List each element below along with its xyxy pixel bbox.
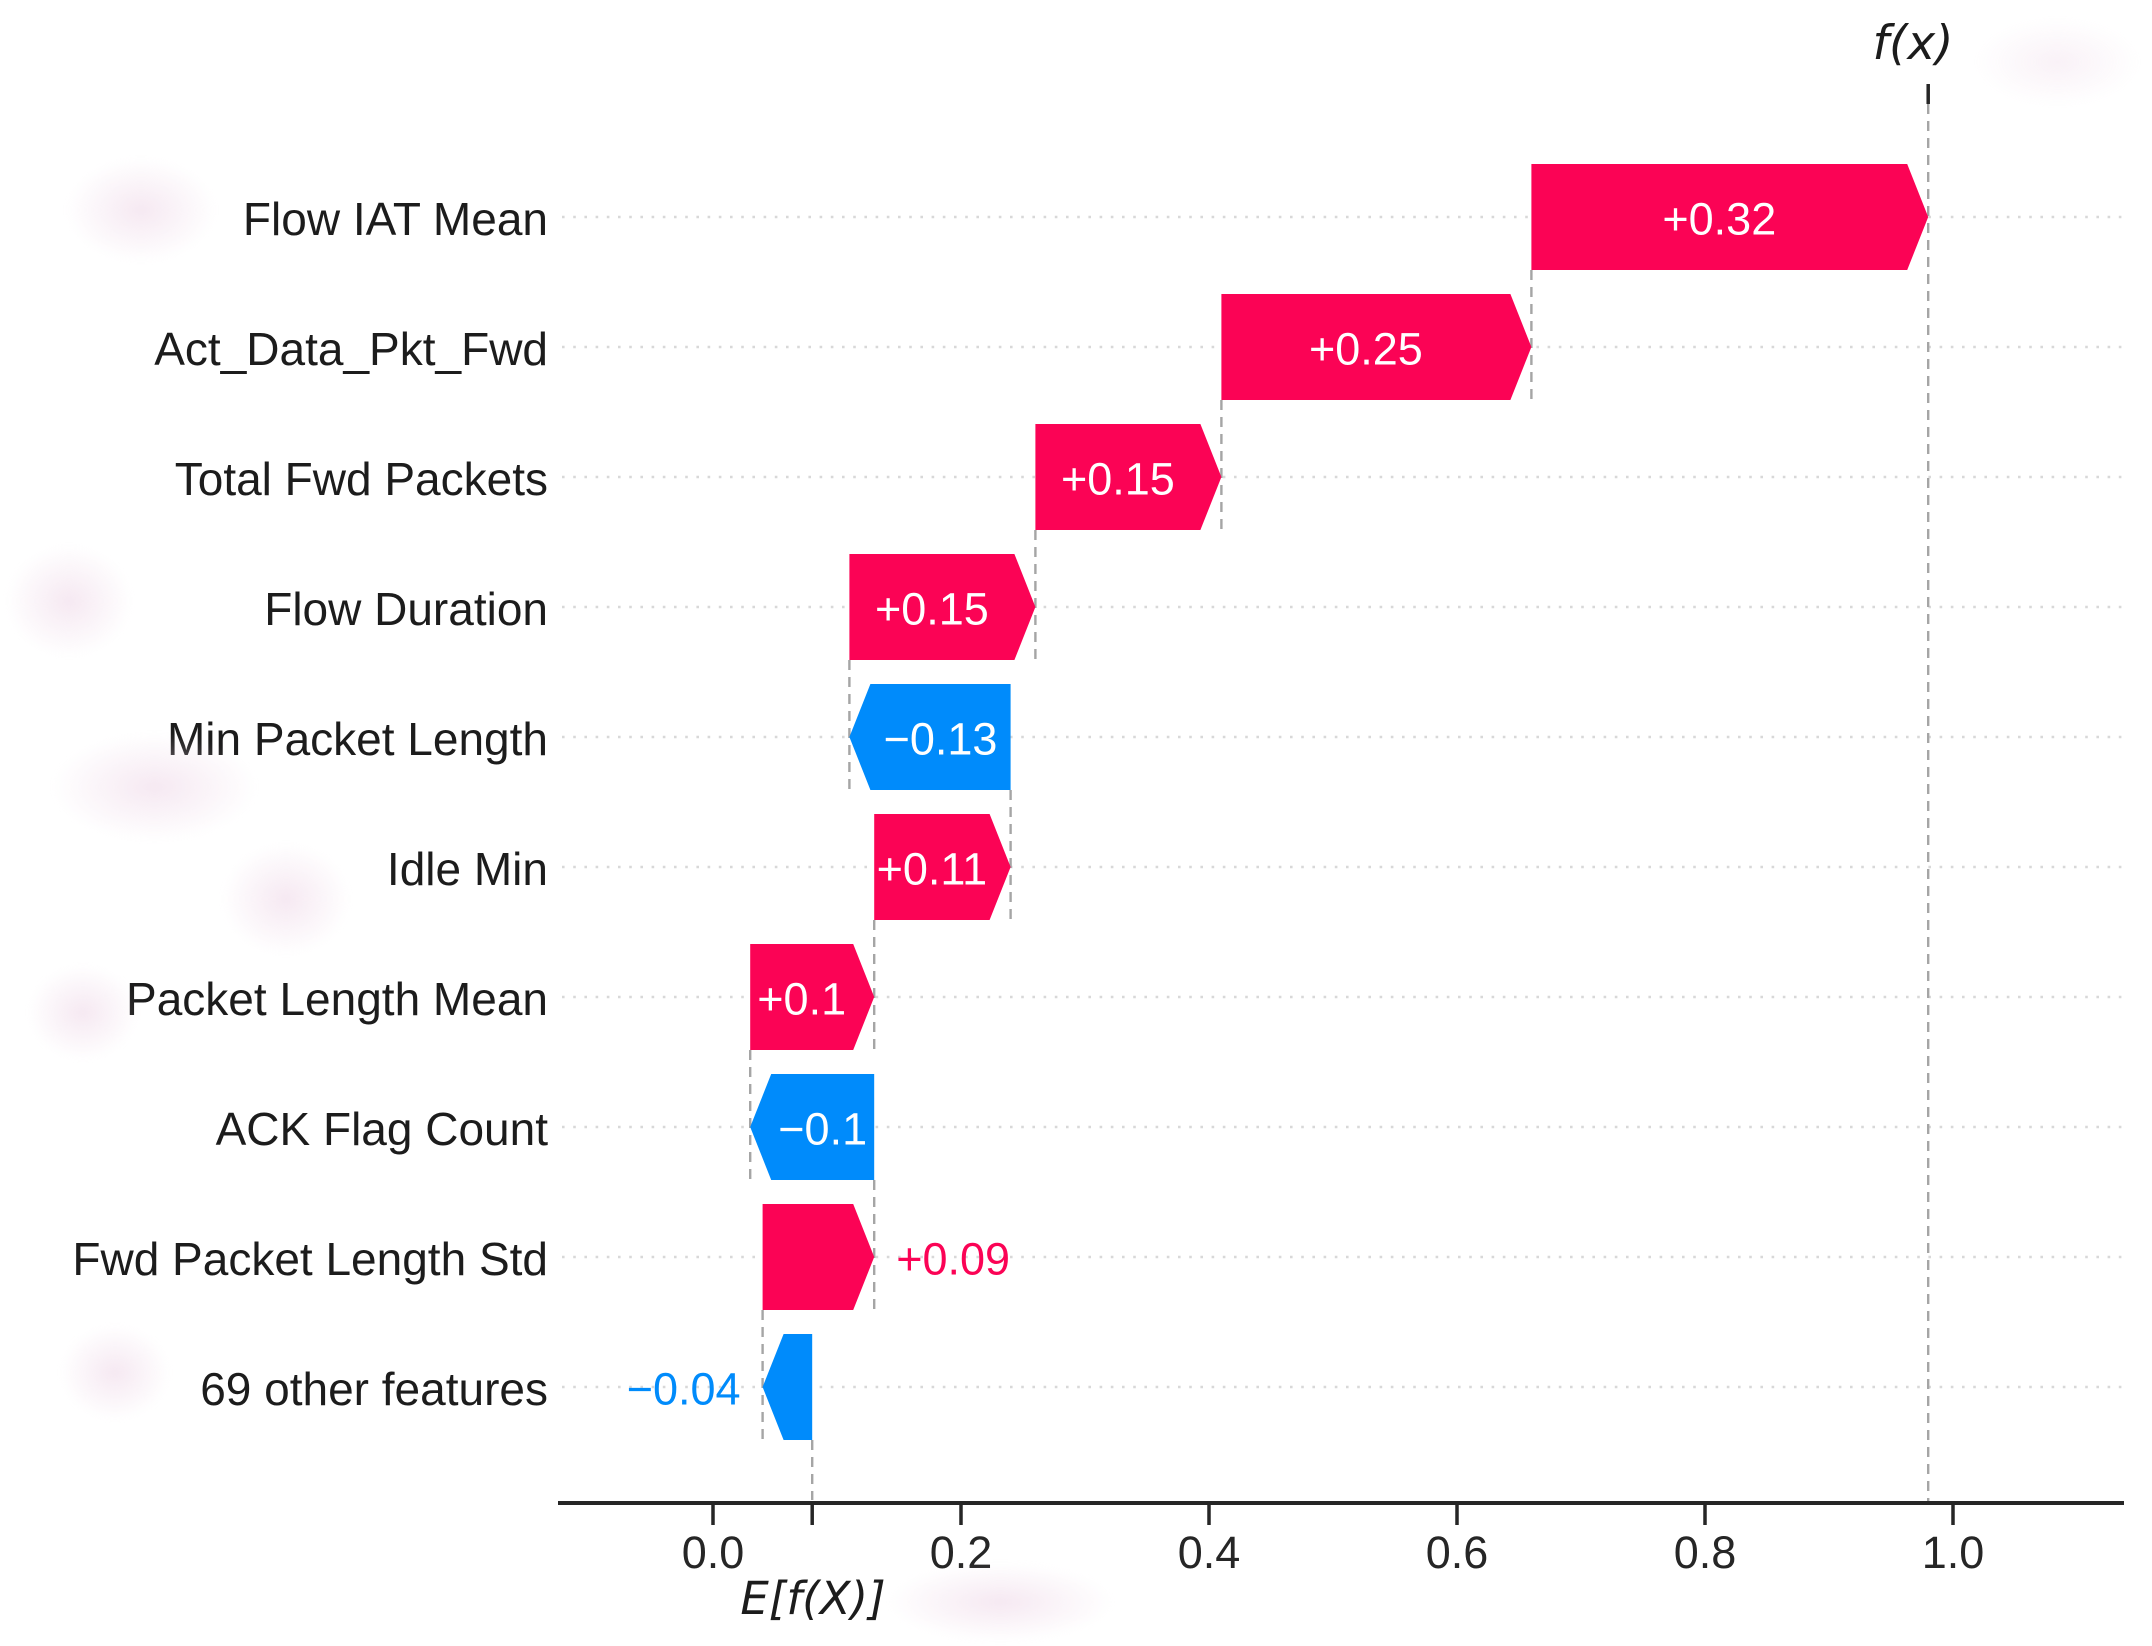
- feature-label-flow-iat-mean: Flow IAT Mean: [243, 193, 548, 245]
- bar-total-fwd-packets: [1035, 424, 1222, 530]
- bar-idle-min: [874, 814, 1011, 920]
- feature-label-fwd-packet-length-std: Fwd Packet Length Std: [72, 1233, 548, 1285]
- bar-value-total-fwd-packets: +0.15: [1061, 454, 1175, 505]
- bar-value-idle-min: +0.11: [877, 844, 988, 895]
- bar-value-fwd-packet-length-std: +0.09: [896, 1234, 1010, 1285]
- bar-flow-duration: [849, 554, 1036, 660]
- bar-69-other-features: [762, 1334, 813, 1440]
- feature-label-packet-length-mean: Packet Length Mean: [126, 973, 548, 1025]
- bar-packet-length-mean: [750, 944, 875, 1050]
- bar-value-act-data-pkt-fwd: +0.25: [1309, 324, 1423, 375]
- bar-value-ack-flag-count: −0.1: [778, 1104, 867, 1155]
- x-tick-label: 1.0: [1922, 1527, 1985, 1578]
- bar-ack-flag-count: [750, 1074, 875, 1180]
- bar-value-flow-duration: +0.15: [875, 584, 989, 635]
- feature-label-69-other-features: 69 other features: [200, 1363, 548, 1415]
- feature-label-total-fwd-packets: Total Fwd Packets: [175, 453, 548, 505]
- bar-value-packet-length-mean: +0.1: [757, 974, 846, 1025]
- x-tick-label: 0.2: [930, 1527, 993, 1578]
- feature-label-idle-min: Idle Min: [387, 843, 548, 895]
- bar-fwd-packet-length-std: [762, 1204, 875, 1310]
- bar-min-packet-length: [849, 684, 1011, 790]
- feature-label-act-data-pkt-fwd: Act_Data_Pkt_Fwd: [154, 323, 548, 375]
- efx-axis-label: E[f(X)]: [740, 1572, 886, 1625]
- x-tick-label: 0.4: [1178, 1527, 1241, 1578]
- feature-label-min-packet-length: Min Packet Length: [167, 713, 548, 765]
- feature-label-ack-flag-count: ACK Flag Count: [216, 1103, 549, 1155]
- bar-value-69-other-features: −0.04: [627, 1364, 741, 1415]
- bar-value-flow-iat-mean: +0.32: [1662, 194, 1776, 245]
- feature-label-flow-duration: Flow Duration: [264, 583, 548, 635]
- bar-value-min-packet-length: −0.13: [884, 714, 998, 765]
- x-tick-label: 0.8: [1674, 1527, 1737, 1578]
- x-tick-label: 0.6: [1426, 1527, 1489, 1578]
- x-tick-label: 0.0: [682, 1527, 745, 1578]
- fx-axis-label: f(x): [1872, 16, 1954, 71]
- bar-flow-iat-mean: [1531, 164, 1929, 270]
- bar-act-data-pkt-fwd: [1221, 294, 1532, 400]
